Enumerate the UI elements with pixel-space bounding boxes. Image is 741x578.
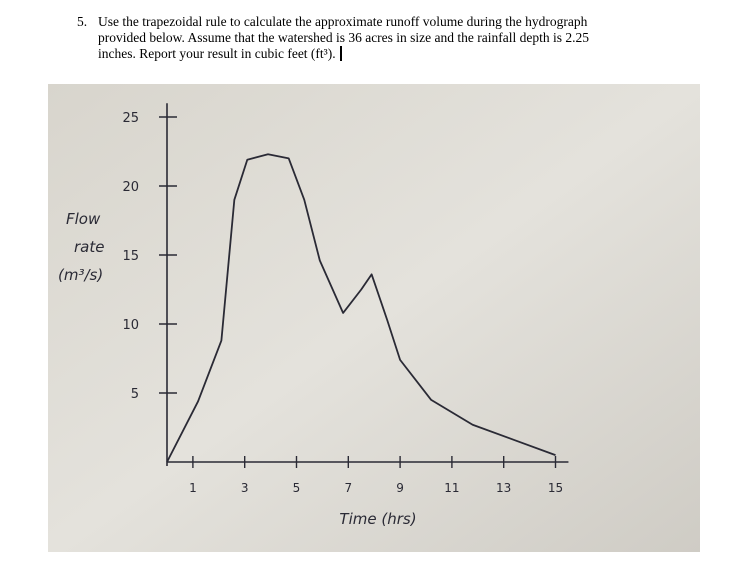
paper [48,84,700,552]
y-axis-label: Flow [66,210,101,228]
question-line: provided below. Assume that the watershe… [98,30,589,45]
question-line: inches. Report your result in cubic feet… [98,46,342,62]
x-tick-label: 11 [444,481,459,495]
question-line: Use the trapezoidal rule to calculate th… [98,14,588,29]
x-tick-label: 9 [396,481,404,495]
y-axis-label: rate [74,238,104,256]
x-tick-label: 15 [548,481,563,495]
y-axis-label: (m³/s) [58,266,103,284]
text-cursor [339,46,342,61]
x-tick-label: 7 [344,481,352,495]
x-axis-label: Time (hrs) [339,510,416,528]
x-tick-label: 13 [496,481,511,495]
x-tick-label: 1 [189,481,197,495]
y-tick-label: 25 [122,111,139,126]
y-tick-label: 10 [122,318,139,333]
question-number: 5. [77,14,88,29]
question-text: inches. Report your result in cubic feet… [98,46,336,61]
x-tick-label: 3 [241,481,249,495]
y-tick-label: 15 [122,249,139,264]
y-tick-label: 20 [122,180,139,195]
hydrograph-curve [166,153,556,463]
x-tick-label: 5 [293,481,301,495]
y-tick-label: 5 [131,387,139,402]
